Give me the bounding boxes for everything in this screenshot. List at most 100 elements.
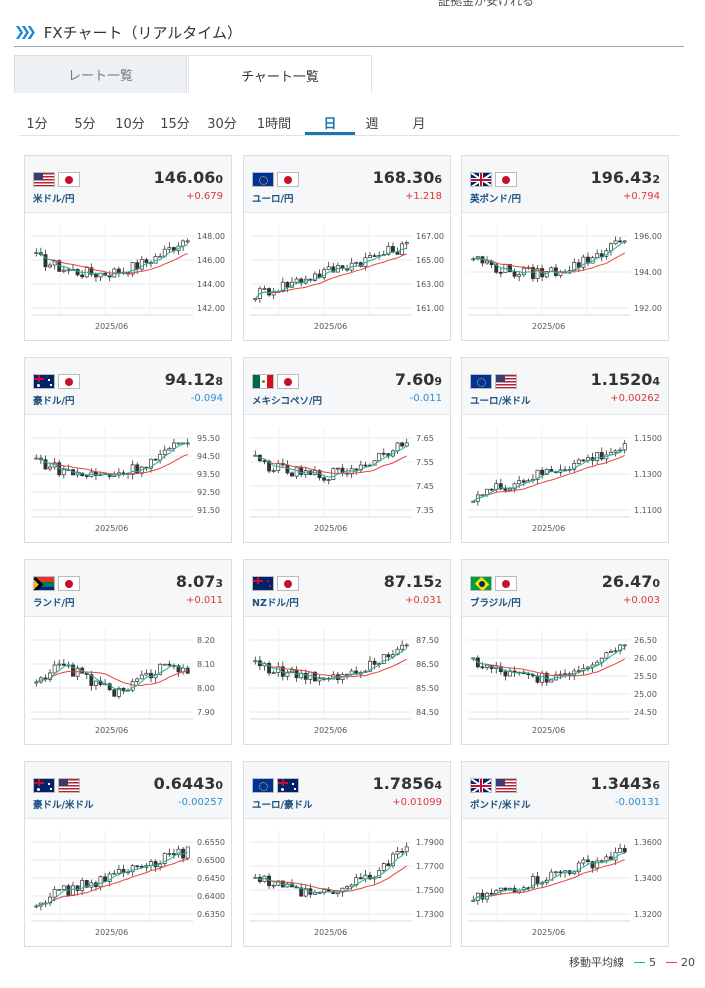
currency-pair-label[interactable]: ユーロ/米ドル [470, 396, 531, 407]
y-tick-label: 8.10 [197, 660, 215, 669]
currency-pair-label[interactable]: ブラジル/円 [470, 598, 521, 609]
candle-up [171, 442, 176, 449]
mini-candlestick-chart[interactable]: 1.3600 1.3400 1.3200 2025/06 [462, 819, 668, 946]
chart-card[interactable]: ユーロ/円 168.306 +1.218 167.00 165.00 163.00 161.… [243, 155, 451, 341]
candle-down [400, 442, 405, 447]
candle-up [153, 674, 158, 679]
tab-chart-list[interactable]: チャート一覧 [188, 55, 372, 94]
chart-card[interactable]: メキシコペソ/円 7.609 -0.011 7.65 7.55 7.45 7.35 2025/… [243, 357, 451, 543]
mini-candlestick-chart[interactable]: 1.7900 1.7700 1.7500 1.7300 2025/06 [244, 819, 450, 946]
flag-za-icon [33, 576, 55, 591]
chart-card[interactable]: ポンド/米ドル 1.34436 -0.00131 1.3600 1.3400 1.3200… [461, 761, 669, 947]
currency-pair-label[interactable]: ユーロ/豪ドル [252, 800, 313, 811]
candle-up [377, 452, 382, 462]
price-change: +0.00262 [610, 393, 660, 404]
period-tab[interactable]: 1時間 [256, 117, 292, 132]
y-tick-label: 1.1300 [634, 470, 662, 479]
chart-card[interactable]: ブラジル/円 26.470 +0.003 26.50 26.00 25.50 25.00 24… [461, 559, 669, 745]
candle-down [267, 663, 272, 674]
tab-rate-list[interactable]: レート一覧 [14, 55, 187, 93]
y-tick-label: 7.35 [416, 506, 434, 515]
currency-flags [252, 374, 299, 389]
candle-down [590, 861, 595, 869]
currency-pair-label[interactable]: 英ポンド/円 [470, 194, 521, 205]
flag-nz-icon [252, 576, 274, 591]
section-title-bar: ❯❯❯ FXチャート（リアルタイム） [14, 18, 684, 47]
candle-down [75, 885, 80, 891]
period-tab[interactable]: 15分 [160, 117, 190, 132]
candle-up [335, 467, 340, 470]
chart-card[interactable]: NZドル/円 87.152 +0.031 87.50 86.50 85.50 84.50 20… [243, 559, 451, 745]
chart-card[interactable]: ユーロ/豪ドル 1.78564 +0.01099 1.7900 1.7700 1.7500… [243, 761, 451, 947]
ma-short-line-icon [634, 961, 645, 963]
card-header: ユーロ/円 168.306 +1.218 [244, 156, 450, 213]
y-tick-label: 0.6350 [197, 910, 225, 919]
currency-pair-label[interactable]: 豪ドル/米ドル [33, 800, 94, 811]
mini-candlestick-chart[interactable]: 8.20 8.10 8.00 7.90 2025/06 [25, 617, 231, 744]
mini-candlestick-chart[interactable]: 196.00 194.00 192.00 2025/06 [462, 213, 668, 340]
mini-candlestick-chart[interactable]: 87.50 86.50 85.50 84.50 2025/06 [244, 617, 450, 744]
chart-card[interactable]: ランド/円 8.073 +0.011 8.20 8.10 8.00 7.90 2025/06 [24, 559, 232, 745]
flag-us-icon [495, 778, 517, 793]
candle-up [167, 448, 172, 451]
price-tail-digit: 0 [215, 173, 223, 186]
currency-pair-label[interactable]: ユーロ/円 [252, 194, 294, 205]
candle-up [112, 872, 117, 875]
candle-up [285, 672, 290, 677]
candle-down [84, 880, 89, 888]
currency-pair-label[interactable]: メキシコペソ/円 [252, 396, 322, 407]
mini-candlestick-chart[interactable]: 7.65 7.55 7.45 7.35 2025/06 [244, 415, 450, 542]
mini-candlestick-chart[interactable]: 1.1500 1.1300 1.1100 2025/06 [462, 415, 668, 542]
y-tick-label: 7.90 [197, 708, 215, 717]
period-tab[interactable]: 1分 [26, 117, 48, 132]
candle-up [604, 652, 609, 659]
price-tail-digit: 4 [652, 375, 660, 388]
period-tab[interactable]: 30分 [207, 117, 237, 132]
currency-pair-label[interactable]: ポンド/米ドル [470, 800, 531, 811]
candle-down [171, 853, 176, 856]
top-clipped-text: 証拠金が安けれる [438, 0, 535, 8]
candle-down [167, 663, 172, 666]
price-tail-digit: 3 [215, 577, 223, 590]
chart-card[interactable]: 豪ドル/円 94.128 -0.094 95.50 94.50 93.50 92.50 91.… [24, 357, 232, 543]
mini-candlestick-chart[interactable]: 26.50 26.00 25.50 25.00 24.50 2025/06 [462, 617, 668, 744]
candle-up [390, 853, 395, 867]
candle-down [400, 850, 405, 853]
period-tab[interactable]: 週 [365, 117, 379, 132]
chart-card[interactable]: 英ポンド/円 196.432 +0.794 196.00 194.00 192.00 202… [461, 155, 669, 341]
ma-short-line [255, 445, 407, 478]
candle-up [381, 863, 386, 871]
mini-candlestick-chart[interactable]: 0.6550 0.6500 0.6450 0.6400 0.6350 2025/06 [25, 819, 231, 946]
period-tab[interactable]: 5分 [74, 117, 96, 132]
mini-candlestick-chart[interactable]: 95.50 94.50 93.50 92.50 91.50 2025/06 [25, 415, 231, 542]
currency-pair-label[interactable]: 米ドル/円 [33, 194, 75, 205]
chart-card[interactable]: 米ドル/円 146.060 +0.679 148.00 146.00 144.00 142.… [24, 155, 232, 341]
currency-flags [252, 778, 299, 793]
mini-candlestick-chart[interactable]: 148.00 146.00 144.00 142.00 2025/06 [25, 213, 231, 340]
chart-card[interactable]: ユーロ/米ドル 1.15204 +0.00262 1.1500 1.1300 1.1100… [461, 357, 669, 543]
candle-up [395, 442, 400, 452]
currency-pair-label[interactable]: 豪ドル/円 [33, 396, 75, 407]
currency-pair-label[interactable]: ランド/円 [33, 598, 75, 609]
candle-up [271, 672, 276, 674]
chart-card[interactable]: 豪ドル/米ドル 0.64430 -0.00257 0.6550 0.6500 0.6450… [24, 761, 232, 947]
flag-jp-icon [58, 374, 80, 389]
candle-down [61, 663, 66, 666]
price-main: 1.1520 [590, 370, 653, 389]
candle-down [299, 887, 304, 897]
period-tab[interactable]: 日 [323, 117, 337, 132]
mini-candlestick-chart[interactable]: 167.00 165.00 163.00 161.00 2025/06 [244, 213, 450, 340]
candle-down [372, 660, 377, 665]
candle-down [372, 255, 377, 257]
y-tick-label: 87.50 [416, 636, 439, 645]
currency-pair-label[interactable]: NZドル/円 [252, 598, 299, 609]
candle-up [139, 259, 144, 270]
period-tab[interactable]: 10分 [115, 117, 145, 132]
y-tick-label: 94.50 [197, 452, 220, 461]
candle-down [480, 666, 485, 669]
candle-up [377, 870, 382, 878]
period-tab[interactable]: 月 [412, 117, 426, 132]
y-tick-label: 7.55 [416, 458, 434, 467]
ma-short-line [255, 850, 408, 894]
y-tick-label: 1.7900 [416, 838, 444, 847]
